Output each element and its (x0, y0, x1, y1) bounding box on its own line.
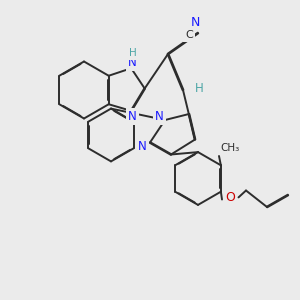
Text: C: C (185, 29, 193, 40)
Text: CH₃: CH₃ (220, 143, 240, 153)
Text: H: H (128, 48, 136, 58)
Text: N: N (155, 110, 164, 123)
Text: N: N (138, 140, 147, 153)
Text: N: N (128, 56, 137, 69)
Text: H: H (195, 82, 204, 95)
Text: N: N (128, 110, 137, 123)
Text: O: O (226, 191, 235, 204)
Text: N: N (190, 16, 200, 29)
